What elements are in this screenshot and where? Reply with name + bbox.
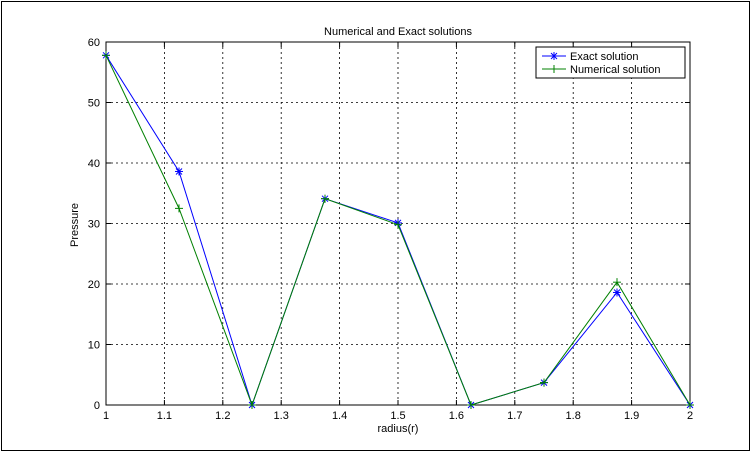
x-axis-label: radius(r) [378,423,419,435]
grid-lines [106,42,690,405]
legend-marker [550,52,558,60]
series-2-point [686,401,694,409]
x-tick-label: 1.7 [507,410,522,422]
series-2-point [613,278,621,287]
x-tick-label: 1.2 [215,410,230,422]
y-tick-label: 30 [88,219,100,231]
y-tick-label: 40 [88,158,100,170]
x-tick-label: 1.5 [390,410,405,422]
series-1-point [175,167,183,176]
series-2-point [102,51,110,60]
series-2-point [540,378,548,387]
y-tick-label: 60 [88,37,100,49]
series-2-point [321,194,329,203]
y-tick-label: 20 [88,279,100,291]
series-2-point [175,204,183,213]
x-tick-label: 2 [687,410,693,422]
series-2-point [467,401,475,409]
x-tick-label: 1.3 [274,410,289,422]
series-2-point [394,220,402,229]
x-tick-label: 1.6 [449,410,464,422]
y-tick-label: 10 [88,340,100,352]
series-1-point [613,288,621,297]
x-tick-label: 1.1 [157,410,172,422]
x-tick-label: 1.8 [566,410,581,422]
y-tick-label: 0 [94,400,100,412]
x-tick-label: 1.9 [624,410,639,422]
x-tick-label: 1 [103,410,109,422]
y-tick-label: 50 [88,98,100,110]
y-axis-label: Pressure [69,203,81,247]
legend-box [535,46,686,79]
legend-marker [550,65,558,73]
series-2-point [248,401,256,409]
x-tick-label: 1.4 [332,410,347,422]
chart-title: Numerical and Exact solutions [324,26,472,38]
legend-entry-1: Exact solution [570,51,638,63]
legend-entry-2: Numerical solution [570,64,660,76]
tick-labels: 1 1.1 1.2 1.3 1.4 1.5 1.6 1.7 1.8 1.9 201020304050… [88,37,693,422]
series-layer [102,51,694,409]
